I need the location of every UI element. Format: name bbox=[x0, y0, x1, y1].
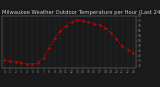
Text: Milwaukee Weather Outdoor Temperature per Hour (Last 24 Hours): Milwaukee Weather Outdoor Temperature pe… bbox=[2, 10, 160, 15]
